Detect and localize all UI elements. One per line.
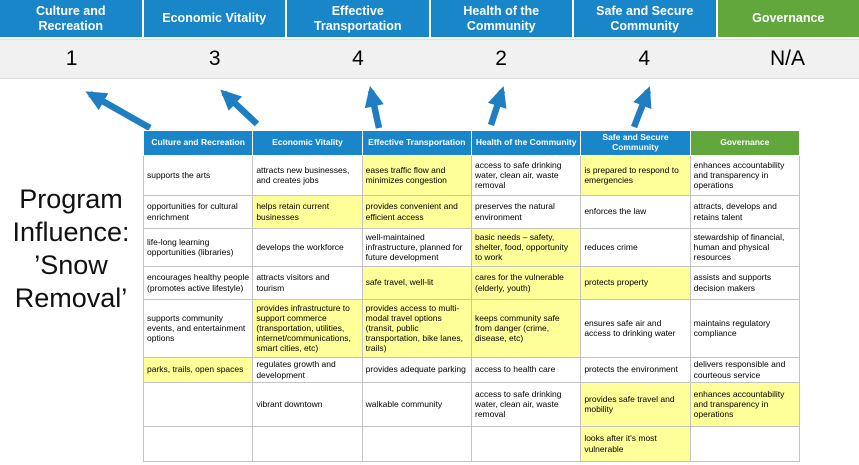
matrix-cell: enforces the law (580, 194, 691, 229)
matrix-cell: eases traffic flow and minimizes congest… (361, 154, 472, 196)
matrix-cell (470, 425, 582, 462)
matrix-cell: safe travel, well-lit (361, 265, 472, 300)
matrix-cell: protects property (580, 265, 691, 300)
program-title: Program Influence: ’Snow Removal’ (12, 184, 130, 313)
score-arrow-icon (85, 91, 152, 131)
matrix-cell: provides adequate parking (361, 356, 472, 383)
score-arrow-icon (630, 86, 652, 129)
matrix-cell: is prepared to respond to emergencies (580, 154, 691, 196)
matrix-cell: provides infrastructure to support comme… (252, 298, 363, 358)
summary-header-safe-and-secure-community: Safe and Secure Community (574, 0, 716, 37)
matrix-header-safe-and-secure-community: Safe and Secure Community (580, 130, 691, 156)
matrix-row-6: parks, trails, open spaces regulates grow… (142, 356, 801, 383)
matrix-cell: cares for the vulnerable (elderly, youth… (470, 265, 582, 300)
influence-matrix: Culture and Recreation Economic Vitality E… (142, 130, 801, 462)
matrix-cell: walkable community (361, 381, 472, 427)
summary-score-culture-and-recreation: 1 (65, 47, 78, 70)
matrix-cell: attracts visitors and tourism (252, 265, 363, 300)
score-arrow-icon (364, 85, 384, 129)
summary-score-effective-transportation: 4 (352, 47, 364, 70)
matrix-header-economic-vitality: Economic Vitality (252, 130, 363, 156)
matrix-header-health-of-the-community: Health of the Community (470, 130, 582, 156)
matrix-row-2: opportunities for cultural enrichment hel… (142, 194, 801, 229)
matrix-cell: develops the workforce (252, 227, 363, 267)
summary-score-row: 1 3 4 2 4 N/A (0, 39, 859, 79)
matrix-cell: helps retain current businesses (252, 194, 363, 229)
summary-header-effective-transportation: Effective Transportation (287, 0, 429, 37)
matrix-body: supports the arts attracts new businesses… (142, 154, 801, 462)
matrix-row-5: supports community events, and entertain… (142, 298, 801, 358)
summary-score-safe-and-secure-community: 4 (638, 47, 651, 70)
matrix-cell: attracts new businesses, and creates job… (252, 154, 363, 196)
matrix-cell (252, 425, 363, 462)
matrix-cell: delivers responsible and courteous servi… (689, 356, 801, 383)
matrix-cell: supports community events, and entertain… (142, 298, 254, 358)
matrix-cell: looks after it's most vulnerable (580, 425, 691, 462)
matrix-row-8: looks after it's most vulnerable (142, 425, 801, 462)
matrix-row-7: vibrant downtown walkable community access… (142, 381, 801, 427)
matrix-cell: ensures safe air and access to drinking … (580, 298, 691, 358)
summary-score-health-of-the-community: 2 (495, 47, 507, 70)
matrix-cell (142, 425, 254, 462)
summary-header-culture-and-recreation: Culture and Recreation (0, 0, 142, 37)
summary-header-governance: Governance (717, 0, 859, 37)
matrix-cell: provides safe travel and mobility (580, 381, 691, 427)
matrix-cell: enhances accountability and transparency… (689, 154, 801, 196)
matrix-header-effective-transportation: Effective Transportation (361, 130, 472, 156)
matrix-cell: parks, trails, open spaces (142, 356, 254, 383)
score-arrow-icon (487, 86, 507, 127)
matrix-cell (142, 381, 254, 427)
summary-header-economic-vitality: Economic Vitality (143, 0, 285, 37)
matrix-cell: provides convenient and efficient access (361, 194, 472, 229)
matrix-cell: assists and supports decision makers (689, 265, 801, 300)
matrix-cell (361, 425, 472, 462)
matrix-cell: reduces crime (580, 227, 691, 267)
matrix-cell (689, 425, 801, 462)
matrix-cell: opportunities for cultural enrichment (142, 194, 254, 229)
summary-header-row: Culture and Recreation Economic Vitality E… (0, 0, 859, 37)
matrix-cell: encourages healthy people (promotes acti… (142, 265, 254, 300)
matrix-header-culture-and-recreation: Culture and Recreation (142, 130, 254, 156)
matrix-cell: enhances accountability and transparency… (689, 381, 801, 427)
matrix-cell: access to safe drinking water, clean air… (470, 381, 582, 427)
matrix-cell: protects the environment (580, 356, 691, 383)
matrix-cell: basic needs – safety, shelter, food, opp… (470, 227, 582, 267)
matrix-cell: preserves the natural environment (470, 194, 582, 229)
matrix-cell: provides access to multi-modal travel op… (361, 298, 472, 358)
matrix-cell: life-long learning opportunities (librar… (142, 227, 254, 267)
matrix-cell: keeps community safe from danger (crime,… (470, 298, 582, 358)
matrix-row-3: life-long learning opportunities (librar… (142, 227, 801, 267)
score-arrow-icon (220, 89, 260, 127)
matrix-header-row: Culture and Recreation Economic Vitality E… (142, 130, 801, 156)
matrix-cell: maintains regulatory compliance (689, 298, 801, 358)
matrix-row-1: supports the arts attracts new businesses… (142, 154, 801, 196)
matrix-cell: attracts, develops and retains talent (689, 194, 801, 229)
matrix-cell: supports the arts (142, 154, 254, 196)
matrix-cell: well-maintained infrastructure, planned … (361, 227, 472, 267)
summary-header-health-of-the-community: Health of the Community (430, 0, 572, 37)
summary-score-economic-vitality: 3 (208, 47, 221, 70)
matrix-row-4: encourages healthy people (promotes acti… (142, 265, 801, 300)
matrix-cell: access to safe drinking water, clean air… (470, 154, 582, 196)
matrix-cell: access to health care (470, 356, 582, 383)
matrix-cell: regulates growth and development (252, 356, 363, 383)
matrix-cell: vibrant downtown (252, 381, 363, 427)
matrix-header-governance: Governance (689, 130, 801, 156)
matrix-cell: stewardship of financial, human and phys… (689, 227, 801, 267)
summary-score-governance: N/A (769, 47, 805, 70)
